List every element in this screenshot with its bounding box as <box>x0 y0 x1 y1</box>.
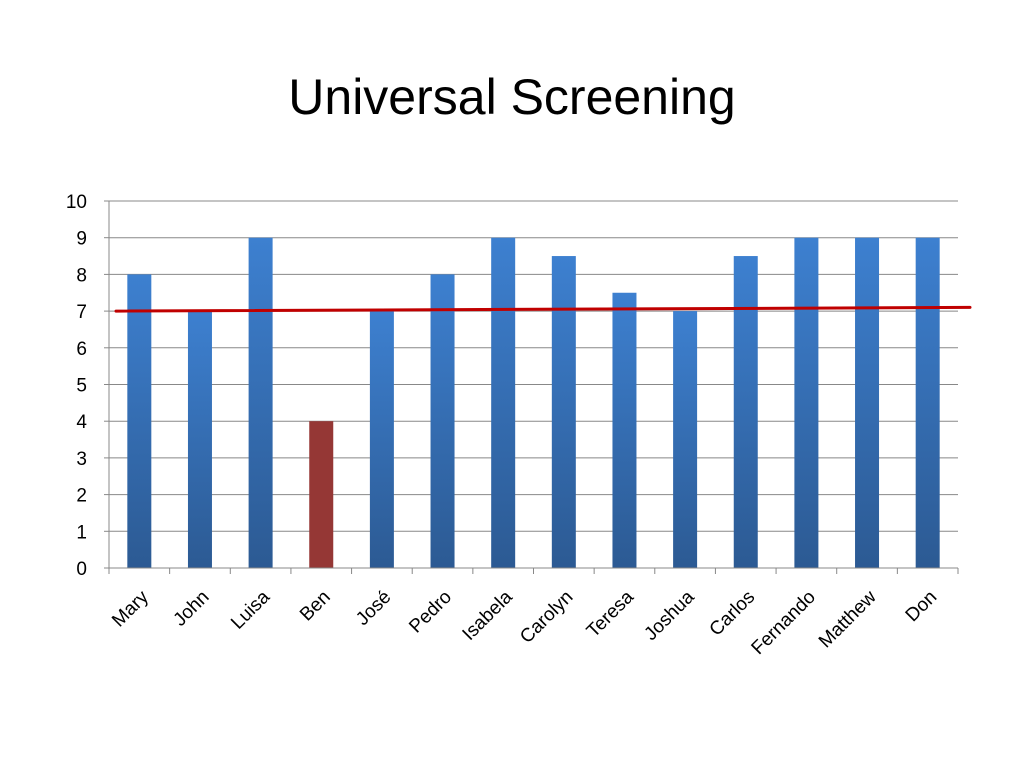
x-axis <box>108 567 959 574</box>
y-tick-label: 7 <box>76 302 87 323</box>
bar-ben <box>309 421 334 568</box>
y-tick-label: 5 <box>76 376 87 397</box>
x-category-label: Mary <box>108 586 153 631</box>
threshold-line <box>114 305 972 313</box>
bar-luisa <box>248 237 273 568</box>
slide-title: Universal Screening <box>288 69 736 125</box>
bar-don <box>915 237 940 568</box>
x-category-label: Carolyn <box>516 587 577 648</box>
x-category-label: Luisa <box>227 586 274 633</box>
x-category-label: Fernando <box>748 587 820 659</box>
x-category-label: Matthew <box>815 586 881 652</box>
y-axis-ticks: 0 1 2 3 4 5 6 7 8 9 10 <box>66 192 110 580</box>
bar-pedro <box>430 274 455 568</box>
threshold-line <box>114 305 972 313</box>
bar-joshua <box>673 311 698 568</box>
bar-jos <box>369 311 394 568</box>
y-tick-label: 8 <box>76 265 87 286</box>
x-category-label: José <box>352 587 395 630</box>
x-category-label: Pedro <box>405 587 456 638</box>
x-category-label: Don <box>902 587 941 626</box>
y-tick-label: 0 <box>76 559 87 580</box>
x-category-label: Teresa <box>583 586 638 641</box>
gridlines <box>109 200 958 569</box>
y-tick-label: 3 <box>76 449 87 470</box>
bar-mary <box>127 274 152 568</box>
x-category-label: Joshua <box>640 586 698 644</box>
y-tick-label: 10 <box>66 192 87 213</box>
x-category-label: Ben <box>296 587 335 626</box>
x-category-label: John <box>170 587 214 631</box>
y-tick-label: 1 <box>76 522 87 543</box>
bar-isabela <box>491 237 516 568</box>
bar-carlos <box>733 256 758 568</box>
bar-teresa <box>612 292 637 568</box>
y-tick-label: 2 <box>76 486 87 507</box>
bar-john <box>187 311 212 568</box>
x-category-label: Isabela <box>459 586 517 644</box>
x-axis-labels: Mary John Luisa Ben José Pedro Isabela Carolyn T… <box>108 586 941 659</box>
bar-matthew <box>855 237 880 568</box>
bars <box>127 237 940 568</box>
y-tick-label: 6 <box>76 339 87 360</box>
x-category-label: Carlos <box>706 587 760 641</box>
bar-fernando <box>794 237 819 568</box>
bar-carolyn <box>551 256 576 568</box>
y-tick-label: 9 <box>76 229 87 250</box>
y-tick-label: 4 <box>76 412 87 433</box>
